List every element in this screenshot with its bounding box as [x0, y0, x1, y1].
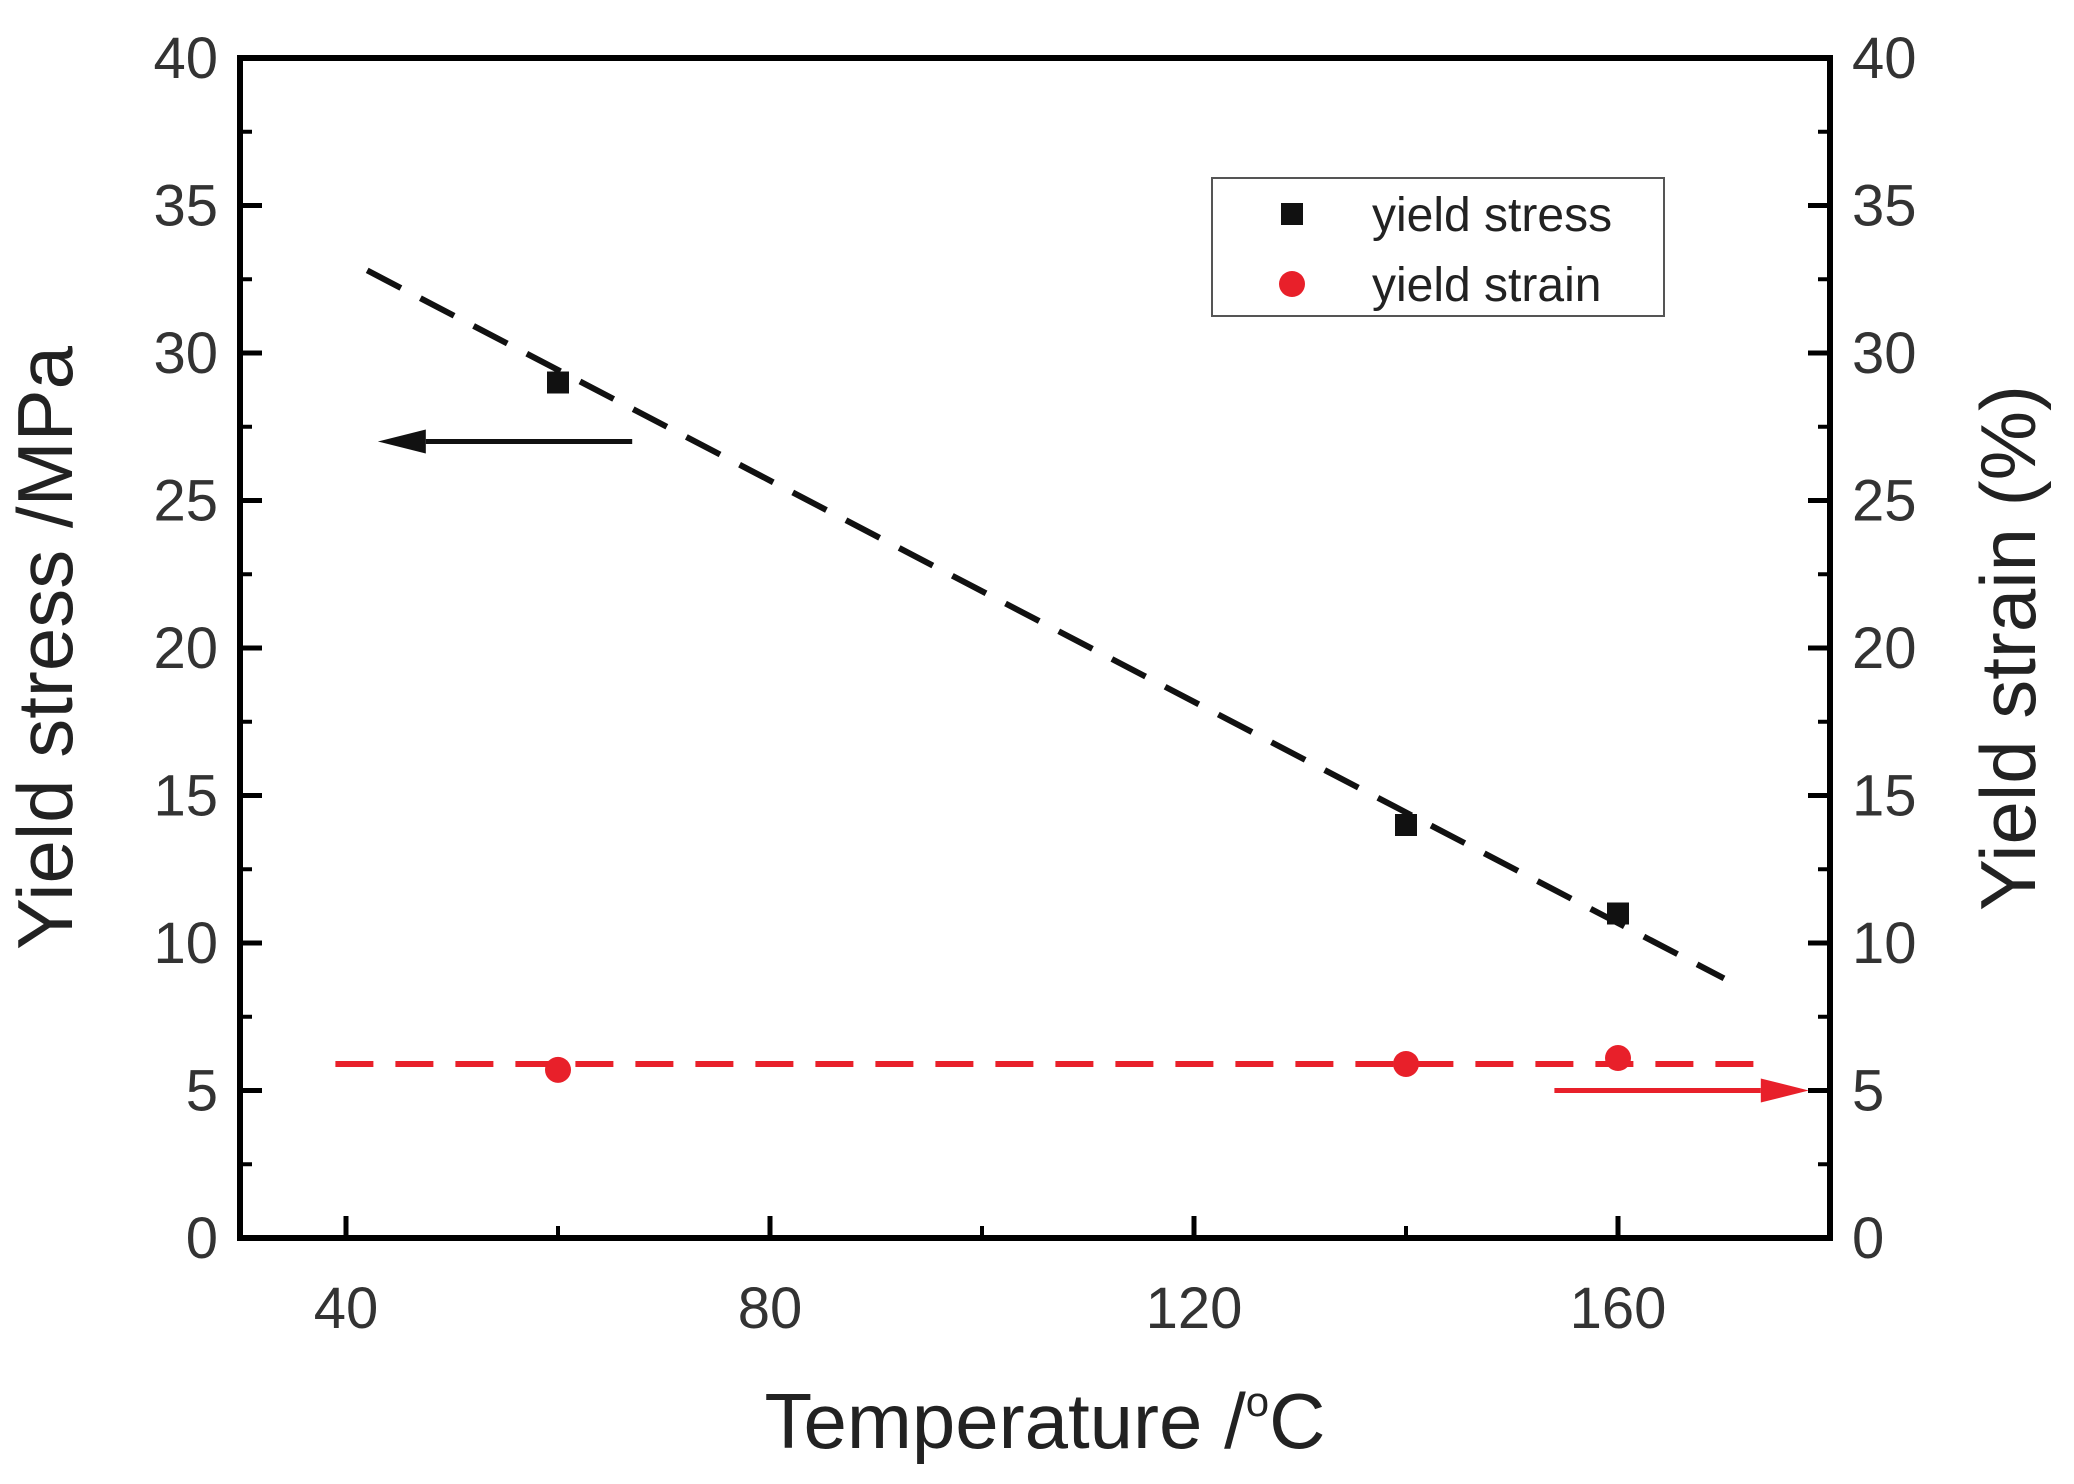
y-right-tick-label: 30 [1852, 321, 1917, 386]
legend-marker-yield-stress [1281, 203, 1303, 225]
y-right-tick-label: 15 [1852, 764, 1917, 829]
arrow-head [377, 429, 426, 454]
y-left-tick-label: 0 [186, 1206, 218, 1271]
y-left-tick-label: 10 [153, 911, 218, 976]
legend-marker-yield-strain [1279, 271, 1305, 297]
yield-stress-fit-line [365, 267, 1726, 982]
y-left-tick-label: 30 [153, 321, 218, 386]
x-tick-label: 120 [1146, 1276, 1243, 1341]
yield-stress-point [1607, 902, 1629, 925]
y-left-tick-label: 15 [153, 764, 218, 829]
y-right-tick-label: 10 [1852, 911, 1917, 976]
x-axis-title: Temperature /oC [765, 1377, 1326, 1465]
y-left-tick-label: 40 [153, 26, 218, 91]
y-right-axis-title: Yield strain (%) [1964, 385, 2052, 911]
arrow-head [1760, 1078, 1809, 1103]
y-right-tick-label: 5 [1852, 1059, 1884, 1124]
x-tick-label: 80 [738, 1276, 803, 1341]
y-right-tick-label: 35 [1852, 174, 1917, 239]
right-axis-arrow [1554, 1078, 1809, 1103]
legend-label-yield-strain: yield strain [1372, 259, 1601, 312]
y-left-tick-label: 5 [186, 1059, 218, 1124]
y-left-tick-label: 25 [153, 469, 218, 534]
x-axis-title-main: Temperature / [765, 1377, 1247, 1465]
y-left-tick-label: 20 [153, 616, 218, 681]
yield-strain-point [1605, 1045, 1631, 1072]
y-right-tick-label: 40 [1852, 26, 1917, 91]
y-left-axis-title: Yield stress /MPa [1, 345, 89, 950]
y-left-tick-label: 35 [153, 174, 218, 239]
yield-stress-point [1395, 814, 1417, 836]
legend-label-yield-stress: yield stress [1372, 189, 1612, 242]
x-axis-title-degree: o [1246, 1378, 1269, 1425]
y-right-tick-label: 0 [1852, 1206, 1884, 1271]
y-right-tick-label: 20 [1852, 616, 1917, 681]
yield-strain-point [1393, 1050, 1419, 1077]
x-tick-label: 160 [1570, 1276, 1667, 1341]
yield-strain-point [545, 1056, 571, 1083]
left-axis-arrow [377, 429, 633, 454]
x-tick-label: 40 [314, 1276, 379, 1341]
x-axis-title-unit: C [1269, 1377, 1325, 1465]
y-right-tick-label: 25 [1852, 469, 1917, 534]
yield-stress-point [547, 371, 569, 394]
